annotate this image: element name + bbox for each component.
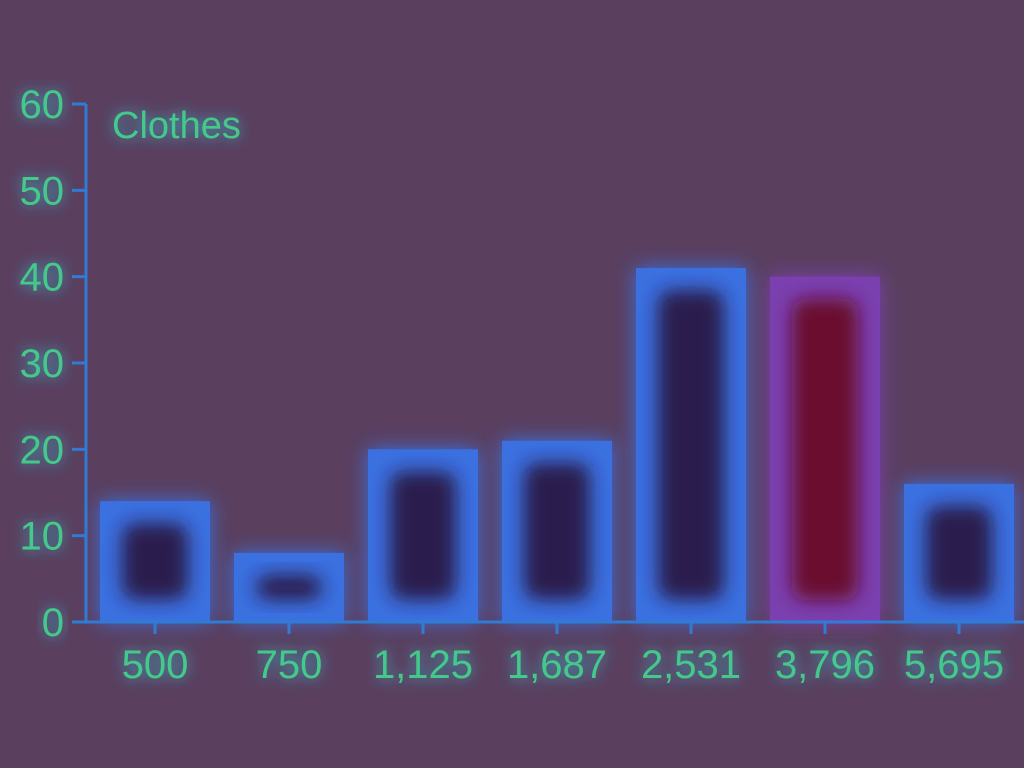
y-tick-label: 40 [20,256,65,300]
y-tick-label: 60 [20,83,65,127]
bar-2,531 [636,268,746,622]
x-tick-label: 3,796 [775,643,875,687]
bar-1,125 [368,449,478,622]
x-tick-label: 1,125 [373,643,473,687]
bar-core [926,505,992,600]
bar-core [122,523,188,600]
y-tick-label: 30 [20,342,65,386]
bar-750 [234,552,344,622]
bar-core [658,290,724,600]
y-tick-label: 20 [20,428,65,472]
chart-title: Clothes [112,105,241,147]
bar-5,695 [904,483,1014,622]
x-axis-ticks: 500 750 1,125 1,687 2,531 3,796 5,695 [122,622,1004,687]
bars-group [100,268,1014,622]
y-tick-label: 50 [20,169,65,213]
x-tick-label: 2,531 [641,643,741,687]
bar-1,687 [502,440,612,622]
y-axis-ticks: 0 10 20 30 40 50 60 [20,83,86,645]
bar-3,796 [770,276,880,622]
x-tick-label: 750 [256,643,323,687]
bar-core [256,574,322,600]
bar-core [390,471,456,600]
y-tick-label: 10 [20,515,65,559]
x-tick-label: 1,687 [507,643,607,687]
y-tick-label: 0 [42,601,64,645]
bar-500 [100,501,210,622]
x-tick-label: 5,695 [904,643,1004,687]
bar-core [792,298,858,600]
bar-core [524,462,590,600]
x-tick-label: 500 [122,643,189,687]
